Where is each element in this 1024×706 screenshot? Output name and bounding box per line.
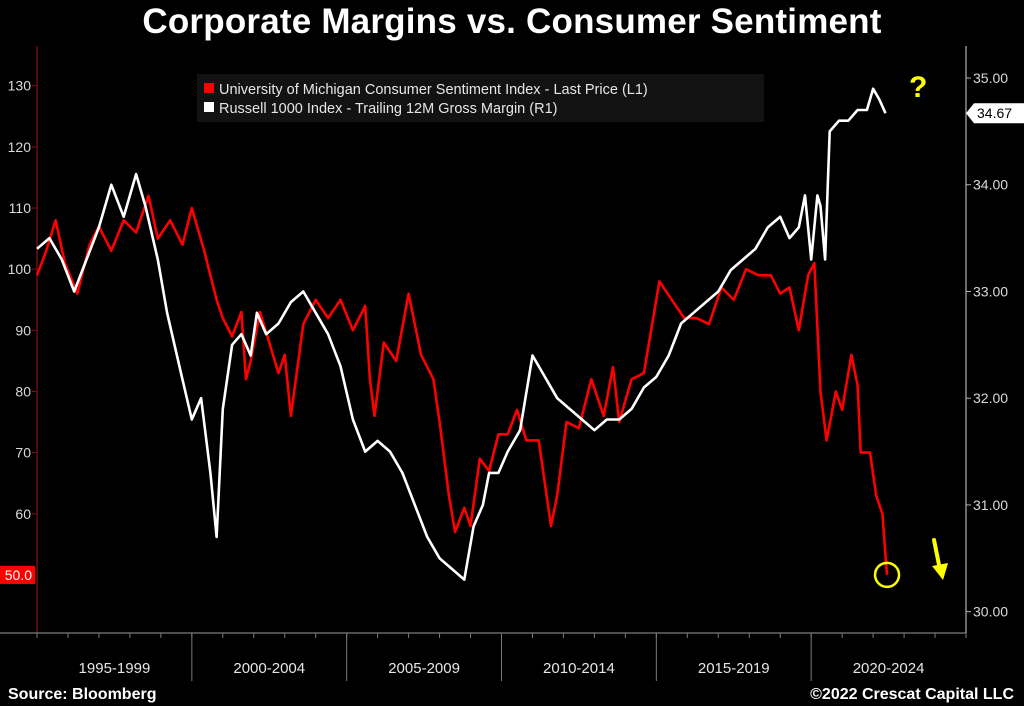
last-value-tag-left [0, 565, 35, 584]
chart-title: Corporate Margins vs. Consumer Sentiment [142, 2, 882, 41]
left-tick-label: 60 [15, 506, 31, 522]
highlight-circle [873, 561, 901, 589]
right-tick-label: 35.00 [973, 70, 1008, 86]
series-lines [35, 87, 889, 581]
question-mark-annotation: ? [909, 71, 927, 104]
legend-box [197, 74, 764, 122]
left-tick-label: 70 [15, 445, 31, 461]
period-label: 2005-2009 [388, 660, 460, 677]
left-tick-label: 80 [15, 383, 31, 399]
legend-label-margin: Russell 1000 Index - Trailing 12M Gross … [219, 101, 557, 117]
period-label: 2010-2014 [543, 660, 615, 677]
left-tick-label: 100 [8, 261, 32, 277]
right-tick-label: 32.00 [973, 390, 1008, 406]
period-label: 2015-2019 [698, 660, 770, 677]
last-value-tag-right [966, 103, 1024, 124]
source-note: Source: Bloomberg [8, 686, 157, 703]
gross-margin-line [36, 87, 887, 581]
annotations: 50.0 34.67? [0, 71, 1024, 589]
right-tick-label: 34.00 [973, 177, 1008, 193]
plot-frame [0, 46, 971, 681]
period-label: 2000-2004 [233, 660, 305, 677]
tick-labels: 60 70 80 90 100 110 120 130 30.00 31.00 32.00 33.00… [8, 70, 1009, 620]
left-tick-label: 130 [8, 78, 32, 94]
legend-swatch-margin [204, 102, 214, 112]
right-tick-label: 31.00 [973, 497, 1008, 513]
legend-label-sentiment: University of Michigan Consumer Sentimen… [219, 82, 648, 98]
legend: University of Michigan Consumer Sentimen… [197, 74, 764, 122]
copyright-note: ©2022 Crescat Capital LLC [810, 686, 1014, 703]
last-value-left: 50.0 [5, 567, 32, 583]
sentiment-line [35, 194, 889, 575]
period-labels: 1995-1999 2000-2004 2005-2009 2010-2014 2015… [79, 660, 925, 677]
left-tick-label: 110 [9, 200, 32, 216]
right-tick-label: 33.00 [973, 283, 1008, 299]
left-tick-label: 90 [15, 322, 31, 338]
last-value-right: 34.67 [977, 105, 1012, 121]
period-label: 2020-2024 [853, 660, 925, 677]
legend-swatch-sentiment [204, 83, 214, 93]
left-tick-label: 120 [8, 139, 32, 155]
period-label: 1995-1999 [79, 660, 151, 677]
right-tick-label: 30.00 [973, 604, 1008, 620]
down-arrow-icon [932, 563, 949, 580]
